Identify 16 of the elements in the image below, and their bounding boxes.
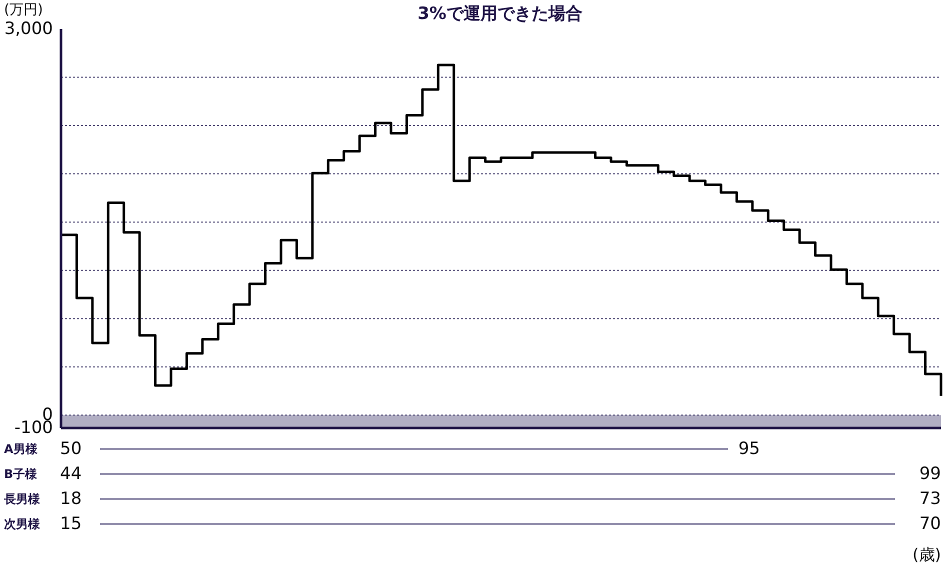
text: 15	[60, 514, 82, 534]
text: 73	[919, 489, 941, 509]
text: 次男様	[4, 517, 41, 531]
text: 18	[60, 489, 82, 509]
text: 長男様	[3, 492, 41, 506]
text: 50	[60, 439, 82, 459]
text: (歳)	[912, 545, 941, 564]
text: 99	[919, 464, 941, 484]
text: A男様	[4, 442, 38, 456]
y-tick-label: 3,000	[4, 19, 53, 39]
text: 70	[919, 514, 941, 534]
y-axis-title: (万円)	[4, 2, 43, 18]
text: 44	[60, 464, 82, 484]
chart-title: 3%で運用できた場合	[418, 4, 582, 24]
text: 95	[738, 439, 760, 459]
text: B子様	[4, 467, 38, 481]
